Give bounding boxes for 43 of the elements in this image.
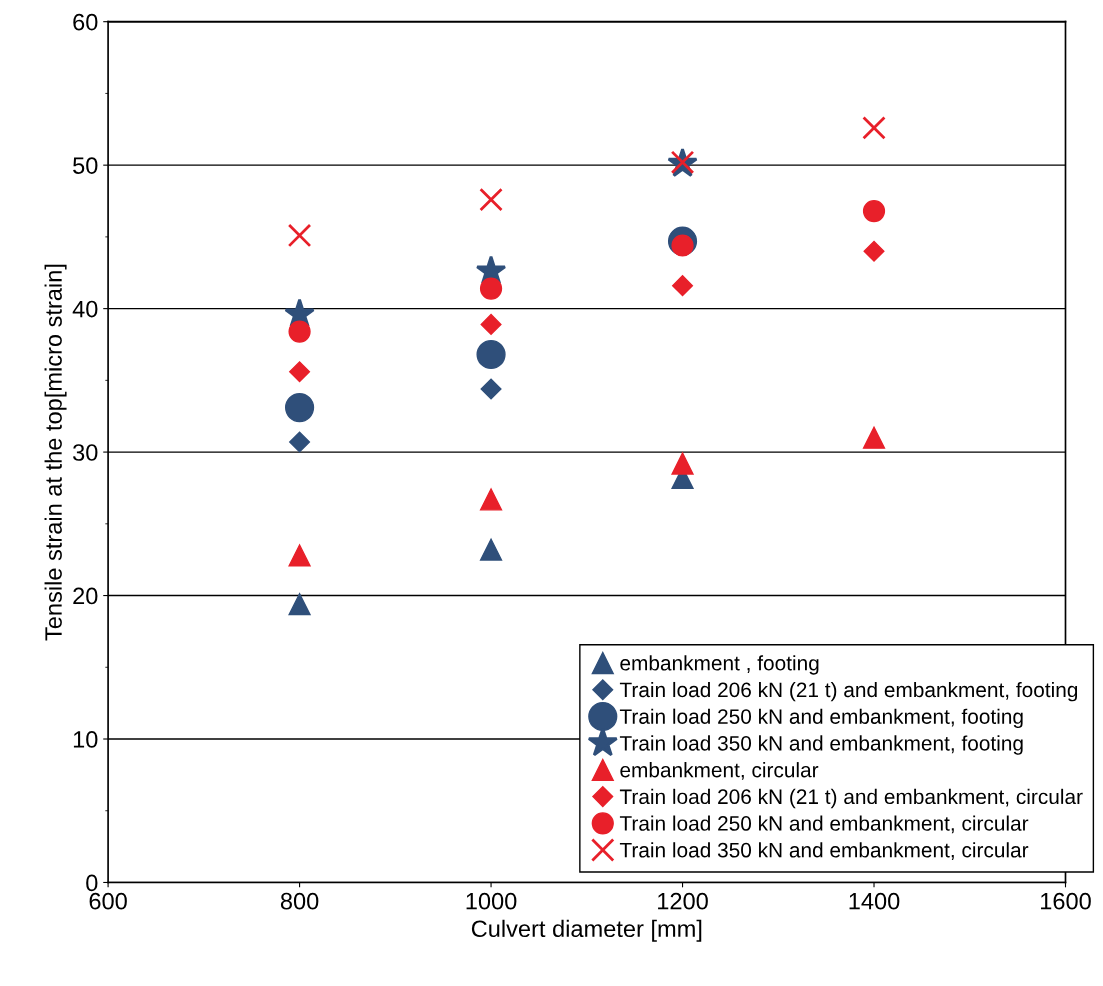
point: [288, 544, 311, 567]
x-tick-label: 1200: [658, 892, 708, 910]
legend-label: Train load 350 kN and embankment, footing: [619, 735, 1023, 755]
y-tick-label: 30: [73, 444, 98, 461]
point: [672, 275, 694, 297]
point: [862, 116, 886, 140]
x-tick-label: 1600: [1041, 892, 1091, 910]
point: [287, 223, 312, 248]
legend-label: embankment, circular: [620, 762, 819, 780]
y-tick-label: 10: [73, 731, 98, 748]
point: [480, 378, 502, 400]
point: [288, 320, 311, 343]
point: [479, 538, 503, 561]
x-tick-label: 1000: [466, 892, 517, 910]
x-tick-label: 800: [280, 892, 319, 910]
point: [671, 452, 694, 475]
point: [479, 488, 503, 511]
legend-label: Train load 206 kN (21 t) and embankment, circular: [619, 788, 1083, 809]
legend-label: Train load 350 kN and embankment, circular: [619, 842, 1029, 860]
point: [479, 277, 503, 300]
x-tick-label: 1400: [849, 892, 900, 910]
y-tick-label: 20: [73, 587, 98, 605]
point: [284, 393, 315, 423]
y-axis-title: Tensile strain at the top[micro strain]: [44, 264, 67, 641]
legend-label: Train load 206 kN (21 t) and embankment, footing: [619, 681, 1078, 702]
point: [479, 187, 503, 212]
point: [480, 313, 502, 335]
y-tick-label: 60: [73, 13, 98, 31]
point: [289, 431, 311, 453]
legend-label: embankment , footing: [620, 655, 819, 675]
y-tick-label: 50: [73, 157, 98, 174]
point: [862, 426, 886, 449]
point: [289, 361, 311, 383]
point: [288, 593, 311, 616]
point: [862, 199, 886, 223]
legend-label: Train load 250 kN and embankment, circular: [619, 815, 1029, 834]
point: [476, 339, 506, 370]
y-tick-label: 0: [86, 874, 98, 892]
x-tick-label: 600: [89, 892, 127, 910]
point: [863, 240, 885, 262]
y-tick-label: 40: [72, 300, 98, 318]
legend-label: Train load 250 kN and embankment, footing: [619, 708, 1023, 729]
x-axis-title: Culvert diameter [mm]: [471, 919, 702, 942]
